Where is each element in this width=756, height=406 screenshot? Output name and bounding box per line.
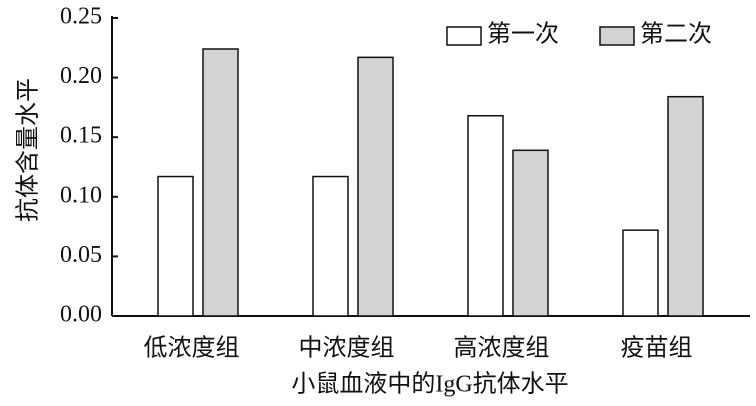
x-axis-title: 小鼠血液中的IgG抗体水平 [291, 371, 568, 398]
x-tick-label: 低浓度组 [144, 335, 240, 362]
y-tick-label: 0.10 [60, 182, 102, 208]
x-tick-label: 高浓度组 [454, 335, 550, 362]
bar [202, 48, 239, 317]
bar [357, 56, 394, 317]
x-tick-label: 疫苗组 [621, 335, 693, 362]
legend-label: 第二次 [640, 21, 712, 48]
legend-swatch [599, 26, 635, 46]
y-tick-label: 0.05 [60, 242, 102, 268]
y-tick-label: 0.20 [60, 63, 102, 89]
bar [622, 229, 659, 317]
bar [512, 149, 549, 317]
x-tick-label: 中浓度组 [299, 335, 395, 362]
bar [312, 175, 349, 317]
y-tick-label: 0.25 [60, 4, 102, 30]
bar [667, 95, 704, 317]
bar [157, 175, 194, 317]
bar [467, 114, 504, 317]
legend-swatch [446, 26, 482, 46]
y-tick-label: 0.00 [60, 302, 102, 328]
y-axis-title: 抗体含量水平 [15, 78, 42, 222]
y-tick-label: 0.15 [60, 123, 102, 149]
legend-label: 第一次 [487, 21, 559, 48]
